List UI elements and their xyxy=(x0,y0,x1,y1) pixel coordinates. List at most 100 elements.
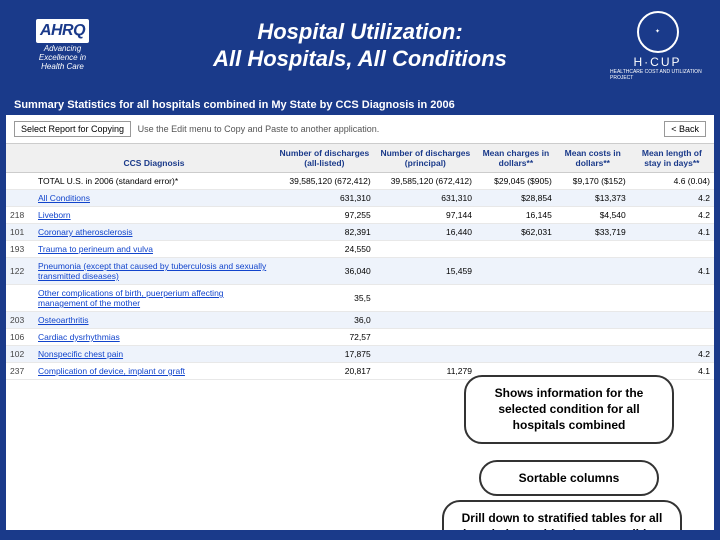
cell-value xyxy=(556,258,630,285)
cell-value: $62,031 xyxy=(476,224,556,241)
hcup-icon: ✦ xyxy=(637,11,679,53)
cell-value: 36,040 xyxy=(274,258,375,285)
cell-value xyxy=(630,312,714,329)
cell-value xyxy=(375,346,476,363)
cell-value xyxy=(556,285,630,312)
cell-value xyxy=(630,241,714,258)
cell-value: $13,373 xyxy=(556,190,630,207)
cell-code xyxy=(6,173,34,190)
controls-row: Select Report for Copying Use the Edit m… xyxy=(6,115,714,144)
cell-value: 16,440 xyxy=(375,224,476,241)
cell-code: 193 xyxy=(6,241,34,258)
cell-diagnosis[interactable]: Pneumonia (except that caused by tubercu… xyxy=(34,258,274,285)
cell-value: 97,144 xyxy=(375,207,476,224)
cell-value: 631,310 xyxy=(274,190,375,207)
hcup-logo: ✦ H·CUP HEALTHCARE COST AND UTILIZATION … xyxy=(610,11,705,81)
cell-value: 82,391 xyxy=(274,224,375,241)
col-mean-los[interactable]: Mean length of stay in days** xyxy=(630,144,714,173)
back-button[interactable]: < Back xyxy=(664,121,706,137)
cell-diagnosis[interactable]: Osteoarthritis xyxy=(34,312,274,329)
cell-code: 218 xyxy=(6,207,34,224)
cell-diagnosis[interactable]: Other complications of birth, puerperium… xyxy=(34,285,274,312)
table-row: 218Liveborn97,25597,14416,145$4,5404.2 xyxy=(6,207,714,224)
cell-diagnosis[interactable]: Cardiac dysrhythmias xyxy=(34,329,274,346)
cell-value: 4.2 xyxy=(630,190,714,207)
summary-title-bar: Summary Statistics for all hospitals com… xyxy=(6,95,714,115)
cell-value xyxy=(476,312,556,329)
cell-diagnosis[interactable]: Trauma to perineum and vulva xyxy=(34,241,274,258)
table-row: All Conditions631,310631,310$28,854$13,3… xyxy=(6,190,714,207)
cell-value xyxy=(630,285,714,312)
cell-value xyxy=(476,241,556,258)
cell-value xyxy=(556,312,630,329)
cell-value: $4,540 xyxy=(556,207,630,224)
data-table: CCS Diagnosis Number of discharges (all-… xyxy=(6,144,714,380)
table-header-row: CCS Diagnosis Number of discharges (all-… xyxy=(6,144,714,173)
callout-info: Shows information for the selected condi… xyxy=(464,375,674,444)
cell-value: 97,255 xyxy=(274,207,375,224)
cell-code: 237 xyxy=(6,363,34,380)
col-disch-prin[interactable]: Number of discharges (principal) xyxy=(375,144,476,173)
hcup-subtitle: HEALTHCARE COST AND UTILIZATION PROJECT xyxy=(610,69,705,81)
cell-value xyxy=(375,241,476,258)
cell-value xyxy=(476,329,556,346)
cell-value: $28,854 xyxy=(476,190,556,207)
cell-value: $29,045 ($905) xyxy=(476,173,556,190)
table-row: 102Nonspecific chest pain17,875 4.2 xyxy=(6,346,714,363)
cell-value: $9,170 ($152) xyxy=(556,173,630,190)
cell-value: 24,550 xyxy=(274,241,375,258)
col-code[interactable] xyxy=(6,144,34,173)
cell-code: 106 xyxy=(6,329,34,346)
cell-diagnosis[interactable]: Nonspecific chest pain xyxy=(34,346,274,363)
cell-value: 17,875 xyxy=(274,346,375,363)
cell-value: 35,5 xyxy=(274,285,375,312)
cell-value: 4.1 xyxy=(630,224,714,241)
cell-value: 39,585,120 (672,412) xyxy=(375,173,476,190)
cell-value: 16,145 xyxy=(476,207,556,224)
cell-value xyxy=(476,258,556,285)
cell-diagnosis[interactable]: All Conditions xyxy=(34,190,274,207)
cell-code xyxy=(6,285,34,312)
table-row: TOTAL U.S. in 2006 (standard error)*39,5… xyxy=(6,173,714,190)
cell-value: 4.1 xyxy=(630,258,714,285)
ahrq-tagline: Advancing Excellence in Health Care xyxy=(39,45,86,71)
cell-value xyxy=(375,329,476,346)
ahrq-logo: AHRQ Advancing Excellence in Health Care xyxy=(15,19,110,71)
cell-value: 4.2 xyxy=(630,346,714,363)
table-row: 101Coronary atherosclerosis82,39116,440$… xyxy=(6,224,714,241)
table-row: 106Cardiac dysrhythmias72,57 xyxy=(6,329,714,346)
cell-diagnosis[interactable]: Liveborn xyxy=(34,207,274,224)
cell-diagnosis[interactable]: Coronary atherosclerosis xyxy=(34,224,274,241)
callout-drilldown: Drill down to stratified tables for all … xyxy=(442,500,682,530)
col-mean-charges[interactable]: Mean charges in dollars** xyxy=(476,144,556,173)
table-row: Other complications of birth, puerperium… xyxy=(6,285,714,312)
hcup-text: H·CUP xyxy=(634,55,682,69)
col-disch-all[interactable]: Number of discharges (all-listed) xyxy=(274,144,375,173)
cell-code: 102 xyxy=(6,346,34,363)
callout-sortable: Sortable columns xyxy=(479,460,659,496)
cell-value xyxy=(375,312,476,329)
cell-value xyxy=(375,285,476,312)
cell-value xyxy=(630,329,714,346)
cell-code: 122 xyxy=(6,258,34,285)
copy-hint: Use the Edit menu to Copy and Paste to a… xyxy=(138,124,380,134)
cell-value: 4.6 (0.04) xyxy=(630,173,714,190)
cell-value xyxy=(556,241,630,258)
footer-note: – Synthetic data – xyxy=(18,516,114,530)
cell-value: 11,279 xyxy=(375,363,476,380)
select-report-button[interactable]: Select Report for Copying xyxy=(14,121,131,137)
cell-value: 20,817 xyxy=(274,363,375,380)
cell-value: 4.2 xyxy=(630,207,714,224)
table-row: 203Osteoarthritis36,0 xyxy=(6,312,714,329)
slide-title: Hospital Utilization: All Hospitals, All… xyxy=(110,19,610,72)
cell-value: $33,719 xyxy=(556,224,630,241)
cell-value xyxy=(476,285,556,312)
col-ccs[interactable]: CCS Diagnosis xyxy=(34,144,274,173)
cell-code: 203 xyxy=(6,312,34,329)
table-row: 122Pneumonia (except that caused by tube… xyxy=(6,258,714,285)
cell-value xyxy=(556,346,630,363)
cell-diagnosis[interactable]: Complication of device, implant or graft xyxy=(34,363,274,380)
cell-value: 72,57 xyxy=(274,329,375,346)
content-panel: Summary Statistics for all hospitals com… xyxy=(6,95,714,530)
col-mean-costs[interactable]: Mean costs in dollars** xyxy=(556,144,630,173)
